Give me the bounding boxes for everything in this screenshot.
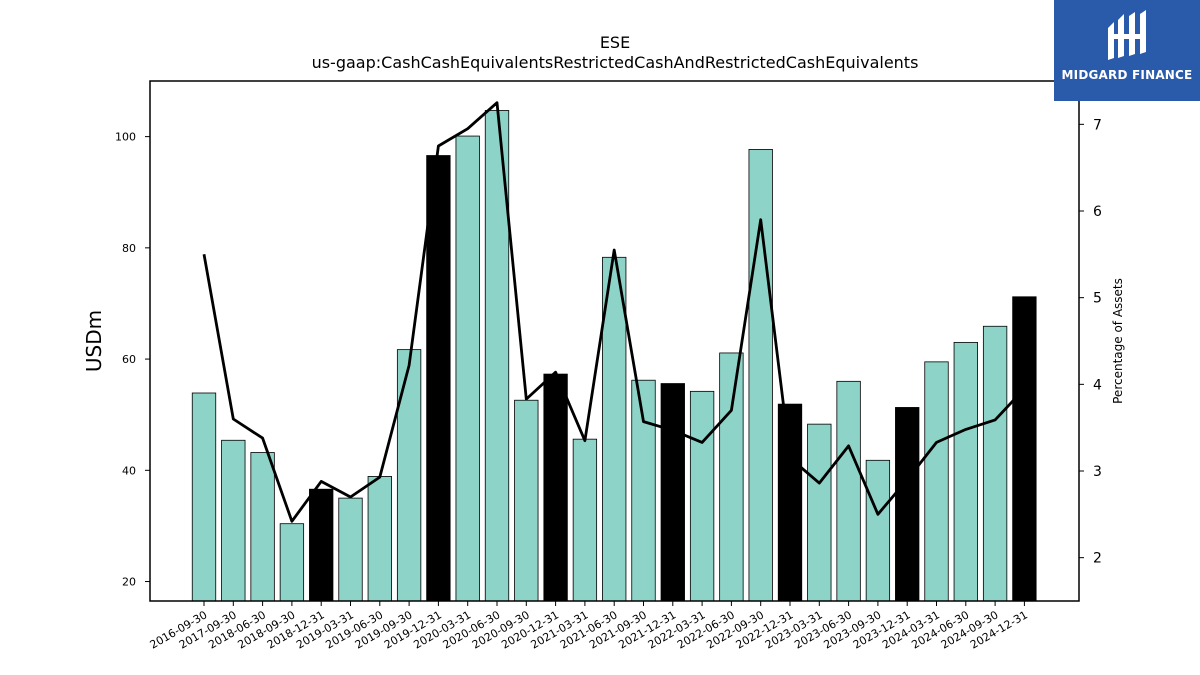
bar-2022-12-31 bbox=[777, 403, 803, 602]
y-tick-label: 40 bbox=[122, 464, 136, 477]
bar-2023-03-31 bbox=[807, 423, 832, 602]
bar-2020-09-30 bbox=[514, 399, 539, 602]
bars-group bbox=[191, 110, 1037, 602]
bar-2020-03-31 bbox=[455, 135, 480, 602]
bar-2022-06-30 bbox=[719, 352, 744, 602]
bar-2021-03-31 bbox=[572, 438, 598, 602]
bar-2023-12-31 bbox=[895, 407, 920, 602]
y-tick-label: 80 bbox=[122, 242, 136, 255]
y2-tick-label: 2 bbox=[1093, 551, 1102, 567]
bar-2023-06-30 bbox=[836, 380, 861, 602]
y2-axis-label: Percentage of Assets bbox=[1111, 278, 1125, 404]
bar-2016-09-30 bbox=[191, 392, 217, 602]
logo-text: MIDGARD FINANCE bbox=[1061, 68, 1193, 82]
percentage-line-group bbox=[202, 101, 1026, 523]
bar-2019-09-30 bbox=[396, 349, 422, 602]
y2-tick-label: 5 bbox=[1093, 291, 1102, 307]
y2-tick-label: 4 bbox=[1093, 377, 1102, 393]
bar-2020-12-31 bbox=[543, 373, 568, 602]
y2-tick-label: 7 bbox=[1093, 117, 1102, 133]
y-axis-right: 2 3 4 5 6 7 bbox=[1079, 117, 1102, 567]
bar-2019-03-31 bbox=[338, 497, 363, 602]
bar-2018-12-31 bbox=[309, 488, 334, 602]
brand-logo: MIDGARD FINANCE bbox=[1054, 0, 1200, 101]
bar-2024-09-30 bbox=[982, 325, 1008, 602]
bar-2023-09-30 bbox=[865, 459, 891, 602]
bar-2017-09-30 bbox=[221, 439, 246, 602]
y-tick-label: 100 bbox=[115, 131, 136, 144]
bar-2024-12-31 bbox=[1012, 296, 1037, 602]
bar-2021-12-31 bbox=[660, 383, 685, 602]
percentage-line bbox=[202, 101, 1026, 523]
bar-2019-06-30 bbox=[367, 476, 392, 602]
y-tick-label: 20 bbox=[122, 576, 136, 589]
bar-2022-09-30 bbox=[748, 149, 773, 602]
bar-2024-03-31 bbox=[924, 361, 949, 602]
bar-2018-06-30 bbox=[250, 452, 275, 602]
chart-title: ESE bbox=[600, 33, 630, 52]
logo-mark-icon bbox=[1108, 10, 1146, 60]
y2-tick-label: 3 bbox=[1093, 464, 1102, 480]
bar-2019-12-31 bbox=[426, 155, 451, 602]
y-axis-label: USDm bbox=[82, 310, 106, 372]
y2-tick-label: 6 bbox=[1093, 204, 1102, 220]
x-axis: 2016-09-302017-09-302018-06-302018-09-30… bbox=[148, 601, 1030, 652]
chart-subtitle: us-gaap:CashCashEquivalentsRestrictedCas… bbox=[312, 53, 919, 72]
y-axis-left: 20 40 60 80 100 bbox=[115, 131, 150, 589]
bar-2022-03-31 bbox=[689, 390, 715, 602]
y-tick-label: 60 bbox=[122, 353, 136, 366]
bar-2024-06-30 bbox=[953, 341, 978, 602]
bar-2018-09-30 bbox=[279, 523, 305, 602]
